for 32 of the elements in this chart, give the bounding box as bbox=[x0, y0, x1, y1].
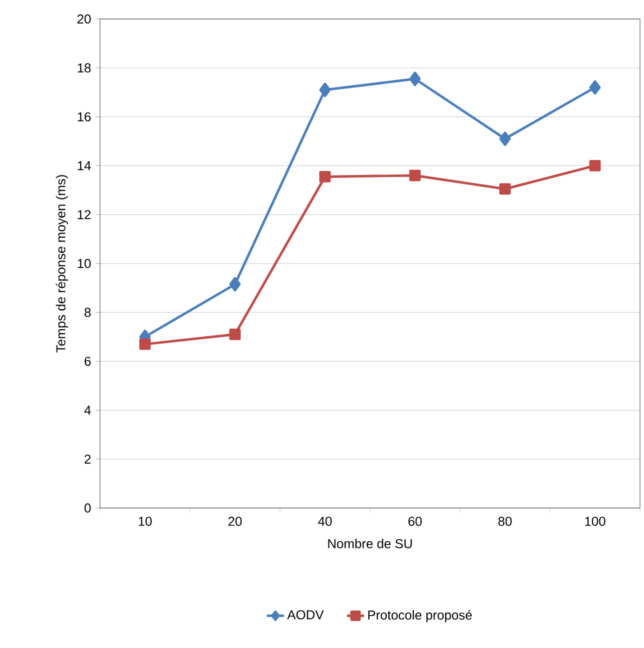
point bbox=[589, 80, 601, 95]
point bbox=[409, 72, 421, 86]
y-tick-label: 12 bbox=[78, 210, 91, 220]
y-tick-label: 0 bbox=[84, 503, 91, 513]
y-tick-label: 6 bbox=[84, 356, 91, 366]
x-axis-title: Nombre de SU bbox=[328, 538, 412, 548]
y-tick-label: 18 bbox=[78, 63, 91, 72]
x-tick-label: 100 bbox=[585, 516, 606, 526]
x-tick-label: 20 bbox=[228, 516, 242, 526]
point bbox=[229, 277, 241, 292]
point bbox=[229, 328, 241, 340]
y-tick-label: 2 bbox=[84, 454, 91, 464]
y-tick-label: 8 bbox=[84, 308, 91, 317]
point bbox=[499, 183, 511, 195]
point bbox=[589, 160, 601, 172]
point bbox=[139, 338, 151, 350]
legend-label: AODV bbox=[287, 610, 324, 620]
y-tick-label: 10 bbox=[78, 258, 91, 268]
point bbox=[319, 82, 331, 98]
x-tick-label: 10 bbox=[138, 516, 152, 526]
x-tick-label: 80 bbox=[498, 516, 512, 526]
x-tick-label: 60 bbox=[408, 516, 422, 526]
point bbox=[319, 170, 331, 182]
y-tick-label: 20 bbox=[77, 14, 91, 24]
y-tick-label: 14 bbox=[78, 161, 91, 170]
x-tick-label: 40 bbox=[318, 516, 332, 526]
point bbox=[499, 132, 511, 146]
legend-label: Protocole proposé bbox=[368, 610, 472, 622]
y-tick-label: 16 bbox=[78, 112, 91, 122]
y-tick-label: 4 bbox=[84, 406, 91, 415]
point bbox=[409, 170, 421, 182]
y-axis-title: Temps de réponse moyen (ms) bbox=[56, 175, 68, 352]
